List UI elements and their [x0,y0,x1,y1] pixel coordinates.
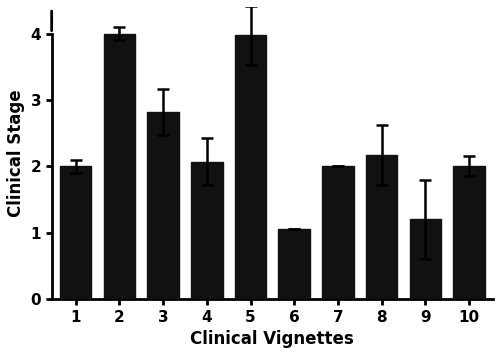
Bar [366,155,398,299]
Bar [148,112,179,299]
Y-axis label: Clinical Stage: Clinical Stage [7,89,25,217]
Bar [191,162,222,299]
X-axis label: Clinical Vignettes: Clinical Vignettes [190,330,354,348]
Bar [322,166,354,299]
Bar [104,33,135,299]
Bar [235,36,266,299]
Bar [454,166,485,299]
Bar [410,219,441,299]
Bar [60,166,92,299]
Bar [278,229,310,299]
